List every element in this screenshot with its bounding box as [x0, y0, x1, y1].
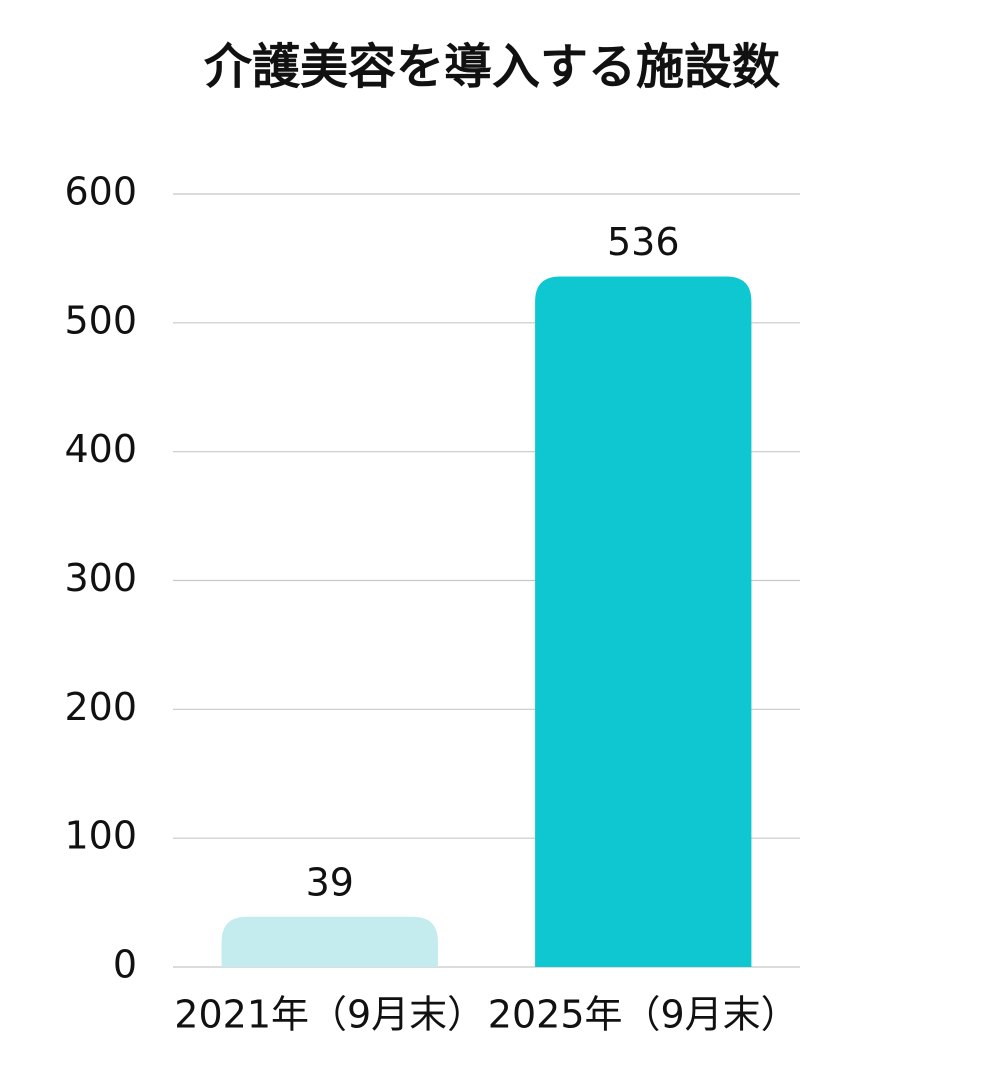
x-tick-label: 2021年（9月末） [174, 993, 485, 1037]
y-tick-label: 300 [64, 556, 137, 600]
bar [221, 916, 438, 967]
value-label: 39 [306, 860, 354, 904]
y-tick-label: 600 [64, 170, 137, 214]
y-tick-label: 100 [64, 814, 137, 858]
y-tick-label: 0 [113, 943, 137, 987]
value-label: 536 [607, 220, 680, 264]
chart-title: 介護美容を導入する施設数 [204, 39, 780, 95]
x-tick-label: 2025年（9月末） [488, 993, 799, 1037]
y-tick-label: 500 [64, 298, 137, 342]
bar [535, 276, 752, 967]
y-tick-label: 400 [64, 427, 137, 471]
y-tick-label: 200 [64, 685, 137, 729]
